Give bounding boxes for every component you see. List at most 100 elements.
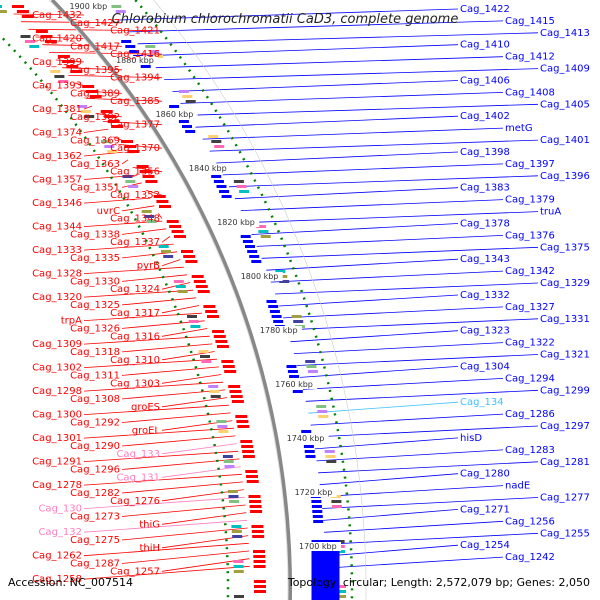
gene-label-right: nadE xyxy=(505,481,530,492)
tick-bg xyxy=(238,272,283,281)
forward-gene xyxy=(127,150,140,153)
gene-label-right: Cag_1321 xyxy=(540,350,590,361)
connector-line xyxy=(297,354,539,366)
connector-line xyxy=(121,550,250,564)
gene-label-right: Cag_1294 xyxy=(505,373,555,384)
gene-label-right: Cag_1327 xyxy=(505,302,555,313)
forward-gene xyxy=(12,5,24,8)
connector-line xyxy=(323,509,459,521)
forward-gene xyxy=(240,440,253,443)
tick-bg xyxy=(257,326,302,335)
gene-label-left: Cag_133 xyxy=(116,449,160,460)
connector-line xyxy=(121,366,220,376)
gene-label-left: Cag_1427 xyxy=(70,18,120,29)
cog-block-forward xyxy=(54,75,65,78)
cog-block-forward xyxy=(80,110,91,113)
connector-line xyxy=(240,199,504,211)
gene-label-left: Cag_1393 xyxy=(32,81,82,92)
gene-label-left: Cag_1278 xyxy=(32,480,82,491)
tick-label: 1760 kbp xyxy=(275,380,313,389)
gene-label-right: Cag_1256 xyxy=(505,516,555,527)
cog-block-reverse xyxy=(258,230,269,233)
cog-block-forward xyxy=(175,285,186,288)
gene-label-right: Cag_1297 xyxy=(540,421,590,432)
forward-gene xyxy=(159,205,171,208)
tick-bg xyxy=(187,164,231,173)
forward-gene xyxy=(230,395,243,398)
gene-label-left: Cag_132 xyxy=(38,527,82,538)
cog-block-forward xyxy=(222,455,233,458)
forward-gene xyxy=(183,255,196,258)
gene-label-left: Cag_1275 xyxy=(70,535,120,546)
forward-gene xyxy=(253,565,266,568)
cog-block-forward xyxy=(163,255,174,258)
accession-text: Accession: NC_007514 xyxy=(8,576,133,589)
tick-bg xyxy=(297,542,341,551)
connector-line xyxy=(121,159,129,165)
cog-block-reverse xyxy=(256,225,267,228)
reverse-gene xyxy=(245,245,255,248)
reverse-gene xyxy=(311,500,322,503)
gene-label-left: trpA xyxy=(61,316,82,327)
reverse-gene xyxy=(269,310,280,313)
connector-line xyxy=(290,330,459,343)
cog-block-forward xyxy=(122,175,133,178)
reverse-gene xyxy=(286,365,297,368)
forward-gene xyxy=(253,555,266,558)
cog-block-forward xyxy=(227,490,238,493)
gene-label-left: Cag_1394 xyxy=(110,73,160,84)
connector-line xyxy=(121,435,236,447)
gene-label-left: Cag_1316 xyxy=(110,331,160,342)
gene-label-left: Cag_131 xyxy=(116,472,160,483)
connector-line xyxy=(118,8,459,21)
cog-block-reverse xyxy=(145,45,156,48)
cog-block-forward xyxy=(77,105,88,108)
cog-block-forward xyxy=(209,390,220,393)
connector-line xyxy=(283,306,504,319)
gene-label-left: groEL xyxy=(132,425,161,436)
forward-gene xyxy=(181,250,193,253)
gene-label-left: Cag_1309 xyxy=(32,339,82,350)
connector-line xyxy=(83,197,151,204)
forward-gene xyxy=(203,305,216,308)
tick-label: 1800 kbp xyxy=(241,272,279,281)
connector-line xyxy=(293,342,504,354)
connector-line xyxy=(256,235,504,247)
reverse-gene xyxy=(304,450,315,453)
forward-gene xyxy=(156,200,169,203)
forward-gene xyxy=(111,125,124,128)
forward-gene xyxy=(205,310,218,313)
gene-label-right: Cag_1286 xyxy=(505,409,555,420)
cog-block-forward xyxy=(216,420,227,423)
connector-line xyxy=(275,282,539,295)
gene-label-right: Cag_1412 xyxy=(505,52,555,63)
gene-label-right: Cag_1379 xyxy=(505,195,555,206)
connector-line xyxy=(261,246,539,259)
connector-line xyxy=(128,20,504,33)
reverse-gene xyxy=(185,130,196,133)
gene-label-left: Cag_1303 xyxy=(110,378,160,389)
reverse-gene xyxy=(216,185,227,188)
cog-block-forward xyxy=(144,215,155,218)
connector-line xyxy=(121,504,246,517)
gene-label-right: Cag_1408 xyxy=(505,87,555,98)
connector-line xyxy=(324,532,539,545)
connector-line xyxy=(121,389,226,400)
reverse-gene xyxy=(242,240,253,243)
connector-line xyxy=(121,228,167,235)
cog-block-forward xyxy=(158,245,169,248)
gene-label-left: Cag_1420 xyxy=(32,34,82,45)
map-title: Chlorobium chlorochromatii CaD3, complet… xyxy=(112,12,459,27)
cog-block-forward xyxy=(146,220,157,223)
connector-line xyxy=(161,374,222,384)
gene-label-right: Cag_1398 xyxy=(460,147,510,158)
forward-gene xyxy=(89,95,102,98)
connector-line xyxy=(83,450,239,462)
tick-label: 1900 kbp xyxy=(70,2,108,11)
connector-line xyxy=(155,56,504,69)
reverse-gene xyxy=(292,390,303,393)
cog-block-reverse xyxy=(307,370,318,373)
gene-label-left: Cag_1432 xyxy=(32,10,82,21)
gene-label-right: Cag_1375 xyxy=(540,242,590,253)
reverse-gene xyxy=(140,65,151,68)
